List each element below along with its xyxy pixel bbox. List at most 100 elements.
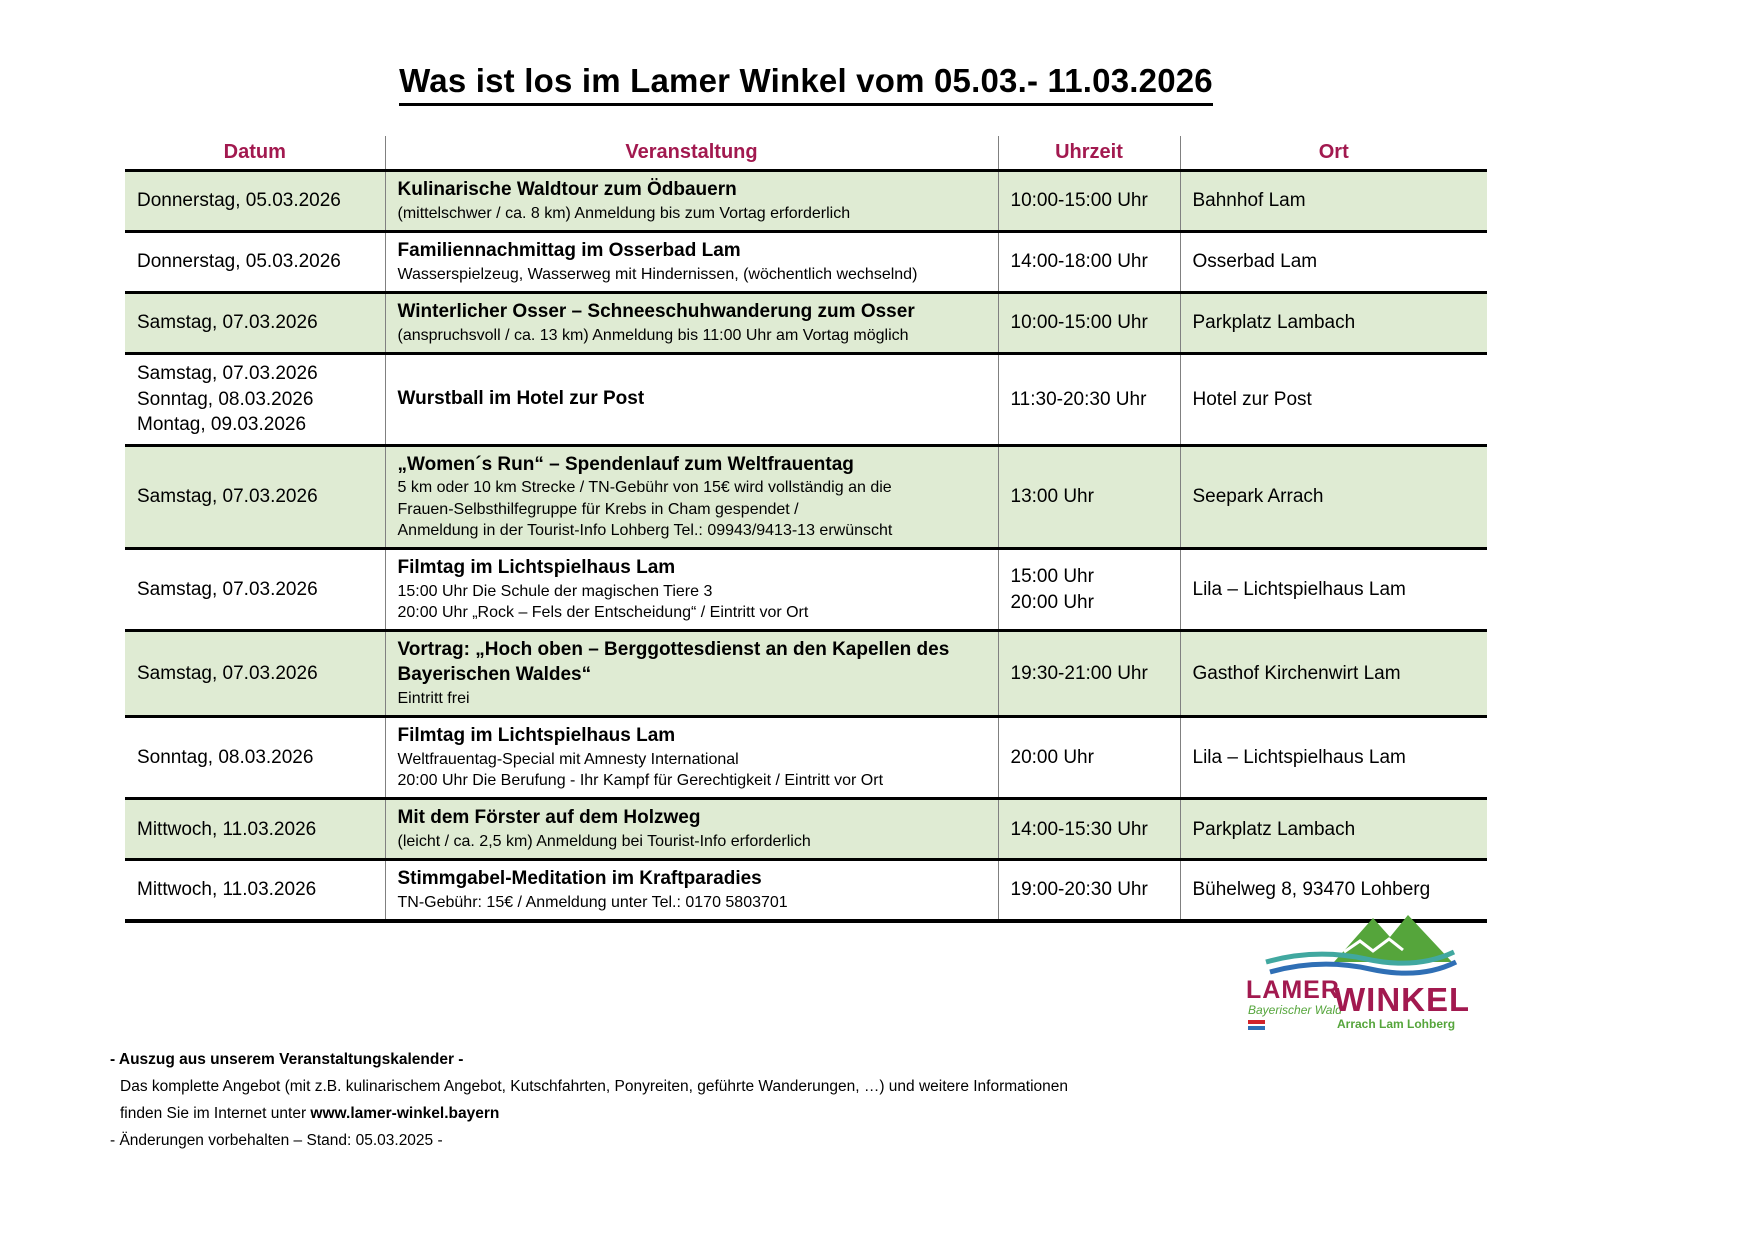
event-detail: (mittelschwer / ca. 8 km) Anmeldung bis … [397, 204, 851, 222]
logo-red-bar [1248, 1020, 1265, 1024]
footer-website-line: finden Sie im Internet unter www.lamer-w… [110, 1100, 1068, 1127]
event-date: Mittwoch, 11.03.2026 [125, 860, 385, 921]
event-description: Vortrag: „Hoch oben – Berggottesdienst a… [384, 630, 998, 717]
event-time: 13:00 Uhr [997, 445, 1180, 549]
event-detail: Frauen-Selbsthilfegruppe für Krebs in Ch… [397, 500, 799, 518]
logo-text-lamer: LAMER [1246, 976, 1340, 1004]
event-time: 10:00-15:00 Uhr [997, 292, 1180, 354]
event-title: Vortrag: „Hoch oben – Berggottesdienst a… [397, 639, 950, 686]
event-title: Wurstball im Hotel zur Post [397, 387, 645, 409]
event-date: Mittwoch, 11.03.2026 [125, 799, 385, 860]
event-date-line: Donnerstag, 05.03.2026 [137, 190, 341, 212]
event-title: Winterlicher Osser – Schneeschuhwanderun… [397, 300, 915, 322]
event-date: Samstag, 07.03.2026 [125, 549, 385, 631]
event-description: „Women´s Run“ – Spendenlauf zum Weltfrau… [384, 445, 998, 549]
logo-region-label: Bayerischer Wald [1248, 1003, 1342, 1017]
event-location: Osserbad Lam [1179, 231, 1487, 293]
event-description: Kulinarische Waldtour zum Ödbauern (mitte… [384, 170, 998, 232]
event-time: 14:00-15:30 Uhr [997, 798, 1180, 860]
event-time-line: 14:00-15:30 Uhr [1010, 818, 1148, 840]
table-row: Samstag, 07.03.2026 Winterlicher Osser – … [125, 292, 1487, 354]
event-location: Parkplatz Lambach [1179, 798, 1487, 860]
logo-text-winkel: WINKEL [1334, 981, 1468, 1018]
event-time-line: 20:00 Uhr [1010, 746, 1094, 768]
event-detail: (leicht / ca. 2,5 km) Anmeldung bei Tour… [397, 833, 811, 851]
event-date: Samstag, 07.03.2026 Sonntag, 08.03.2026 Mo… [125, 353, 385, 445]
event-location: Bühelweg 8, 93470 Lohberg [1179, 859, 1487, 922]
event-description: Wurstball im Hotel zur Post [384, 353, 998, 446]
event-description: Familiennachmittag im Osserbad Lam Wasser… [384, 231, 998, 293]
logo-blue-bar [1248, 1026, 1265, 1030]
event-date: Donnerstag, 05.03.2026 [125, 171, 385, 232]
event-location: Hotel zur Post [1179, 353, 1487, 446]
event-date-line: Mittwoch, 11.03.2026 [137, 879, 317, 901]
table-row: Donnerstag, 05.03.2026 Familiennachmittag… [125, 231, 1487, 293]
event-time-line: 19:30-21:00 Uhr [1010, 662, 1148, 684]
event-detail: TN-Gebühr: 15€ / Anmeldung unter Tel.: 0… [397, 893, 788, 911]
event-date-line: Sonntag, 08.03.2026 [137, 388, 314, 410]
footer-note: - Auszug aus unserem Veranstaltungskalen… [110, 1046, 1068, 1155]
event-description: Filmtag im Lichtspielhaus Lam Weltfrauent… [384, 716, 998, 799]
mountains-icon [1334, 915, 1452, 962]
event-title: Stimmgabel-Meditation im Kraftparadies [397, 868, 762, 890]
footer-heading: - Auszug aus unserem Veranstaltungskalen… [110, 1051, 464, 1068]
event-date-line: Donnerstag, 05.03.2026 [137, 251, 341, 273]
event-date: Samstag, 07.03.2026 [125, 631, 385, 717]
event-date-line: Samstag, 07.03.2026 [137, 486, 318, 508]
event-time: 11:30-20:30 Uhr [997, 353, 1180, 446]
event-date: Samstag, 07.03.2026 [125, 292, 385, 353]
event-detail: Anmeldung in der Tourist-Info Lohberg Te… [397, 522, 893, 539]
event-time: 20:00 Uhr [997, 716, 1180, 799]
footer-info-line: Das komplette Angebot (mit z.B. kulinari… [120, 1078, 1069, 1096]
event-detail: 15:00 Uhr Die Schule der magischen Tiere… [397, 582, 713, 600]
waves-icon [1265, 949, 1458, 976]
event-location: Seepark Arrach [1179, 445, 1487, 549]
event-time: 14:00-18:00 Uhr [997, 231, 1180, 293]
table-row: Samstag, 07.03.2026 Filmtag im Lichtspiel… [125, 548, 1487, 631]
event-date-line: Samstag, 07.03.2026 [137, 312, 318, 334]
event-location: Gasthof Kirchenwirt Lam [1179, 630, 1487, 717]
event-time-line: 10:00-15:00 Uhr [1010, 190, 1148, 212]
event-date: Sonntag, 08.03.2026 [125, 717, 385, 799]
column-header-veranstaltung: Veranstaltung [384, 136, 998, 171]
table-row: Samstag, 07.03.2026 „Women´s Run“ – Spend… [125, 445, 1487, 549]
table-row: Samstag, 07.03.2026 Vortrag: „Hoch oben –… [125, 630, 1487, 717]
event-date: Samstag, 07.03.2026 [125, 445, 385, 548]
table-row: Sonntag, 08.03.2026 Filmtag im Lichtspiel… [125, 716, 1487, 799]
footer-website-prefix: finden Sie im Internet unter [120, 1105, 311, 1123]
event-title: Familiennachmittag im Osserbad Lam [397, 239, 741, 261]
table-row: Mittwoch, 11.03.2026 Stimmgabel-Meditatio… [125, 859, 1487, 922]
event-time: 19:00-20:30 Uhr [997, 859, 1180, 922]
event-description: Winterlicher Osser – Schneeschuhwanderun… [384, 292, 998, 354]
footer-disclaimer: - Änderungen vorbehalten – Stand: 05.03.… [110, 1132, 443, 1150]
event-detail: 5 km oder 10 km Strecke / TN-Gebühr von … [397, 479, 892, 497]
event-title: Filmtag im Lichtspielhaus Lam [397, 725, 676, 747]
event-detail: (anspruchsvoll / ca. 13 km) Anmeldung bi… [397, 326, 909, 344]
page-title: Was ist los im Lamer Winkel vom 05.03.- … [399, 62, 1213, 106]
event-time-line: 14:00-18:00 Uhr [1010, 251, 1148, 273]
event-description: Stimmgabel-Meditation im Kraftparadies TN… [384, 859, 998, 922]
table-row: Samstag, 07.03.2026 Sonntag, 08.03.2026 Mo… [125, 353, 1487, 446]
event-time-line: 15:00 Uhr [1010, 566, 1094, 588]
event-date-line: Samstag, 07.03.2026 [137, 662, 318, 684]
table-row: Donnerstag, 05.03.2026 Kulinarische Waldt… [125, 170, 1487, 232]
table-row: Mittwoch, 11.03.2026 Mit dem Förster auf … [125, 798, 1487, 860]
column-header-uhrzeit: Uhrzeit [997, 136, 1180, 171]
events-table: Datum Veranstaltung Uhrzeit Ort Donnerst… [125, 136, 1487, 923]
column-header-datum: Datum [125, 136, 385, 171]
column-header-ort: Ort [1179, 136, 1487, 171]
event-description: Mit dem Förster auf dem Holzweg (leicht /… [384, 798, 998, 860]
event-time-line: 20:00 Uhr [1010, 591, 1094, 613]
events-table-body: Donnerstag, 05.03.2026 Kulinarische Waldt… [125, 170, 1487, 922]
event-title: Kulinarische Waldtour zum Ödbauern [397, 179, 737, 200]
event-date-line: Samstag, 07.03.2026 [137, 579, 318, 601]
event-location: Bahnhof Lam [1179, 170, 1487, 232]
event-detail: 20:00 Uhr „Rock – Fels der Entscheidung“… [397, 604, 809, 622]
event-date: Donnerstag, 05.03.2026 [125, 231, 385, 292]
event-date-line: Montag, 09.03.2026 [137, 414, 307, 436]
event-location: Lila – Lichtspielhaus Lam [1179, 548, 1487, 631]
logo-towns-label: Arrach Lam Lohberg [1337, 1017, 1455, 1031]
event-time-line: 13:00 Uhr [1010, 486, 1094, 508]
event-detail: 20:00 Uhr Die Berufung - Ihr Kampf für G… [397, 772, 884, 790]
event-date-line: Mittwoch, 11.03.2026 [137, 818, 317, 840]
